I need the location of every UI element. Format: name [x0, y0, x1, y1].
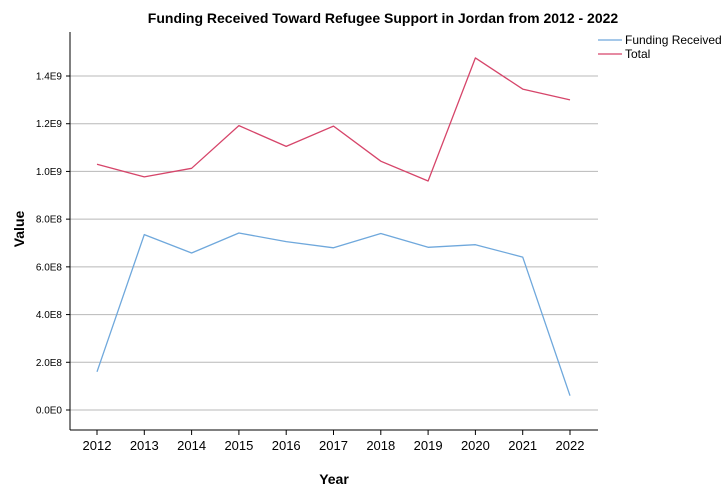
y-tick-label: 1.0E9 — [36, 167, 63, 178]
y-tick-label: 0.0E0 — [36, 406, 63, 417]
x-tick-label: 2016 — [272, 438, 301, 453]
y-axis-ticks: 0.0E0 2.0E8 4.0E8 6.0E8 8.0E8 1.0E9 1.2E9 1.4E9 — [36, 72, 70, 417]
x-tick-label: 2013 — [130, 438, 159, 453]
x-tick-label: 2015 — [224, 438, 253, 453]
x-tick-label: 2022 — [556, 438, 585, 453]
y-tick-label: 4.0E8 — [36, 310, 63, 321]
y-tick-label: 1.4E9 — [36, 72, 63, 83]
legend-label-funding-received: Funding Received — [625, 33, 721, 47]
y-axis-title: Value — [11, 211, 27, 248]
x-tick-label: 2020 — [461, 438, 490, 453]
y-tick-label: 1.2E9 — [36, 119, 63, 130]
x-tick-label: 2021 — [508, 438, 537, 453]
y-tick-label: 8.0E8 — [36, 215, 63, 226]
legend-label-total: Total — [625, 47, 650, 61]
x-axis-ticks: 2012 2013 2014 2015 2016 2017 2018 2019 2020 2021… — [83, 430, 585, 453]
x-tick-label: 2012 — [83, 438, 112, 453]
y-tick-label: 6.0E8 — [36, 262, 63, 273]
x-axis-title: Year — [319, 471, 349, 485]
x-tick-label: 2014 — [177, 438, 206, 453]
series-lines — [97, 58, 570, 396]
x-tick-label: 2018 — [366, 438, 395, 453]
x-tick-label: 2017 — [319, 438, 348, 453]
x-tick-label: 2019 — [414, 438, 443, 453]
chart-title: Funding Received Toward Refugee Support … — [148, 10, 619, 26]
y-tick-label: 2.0E8 — [36, 358, 63, 369]
